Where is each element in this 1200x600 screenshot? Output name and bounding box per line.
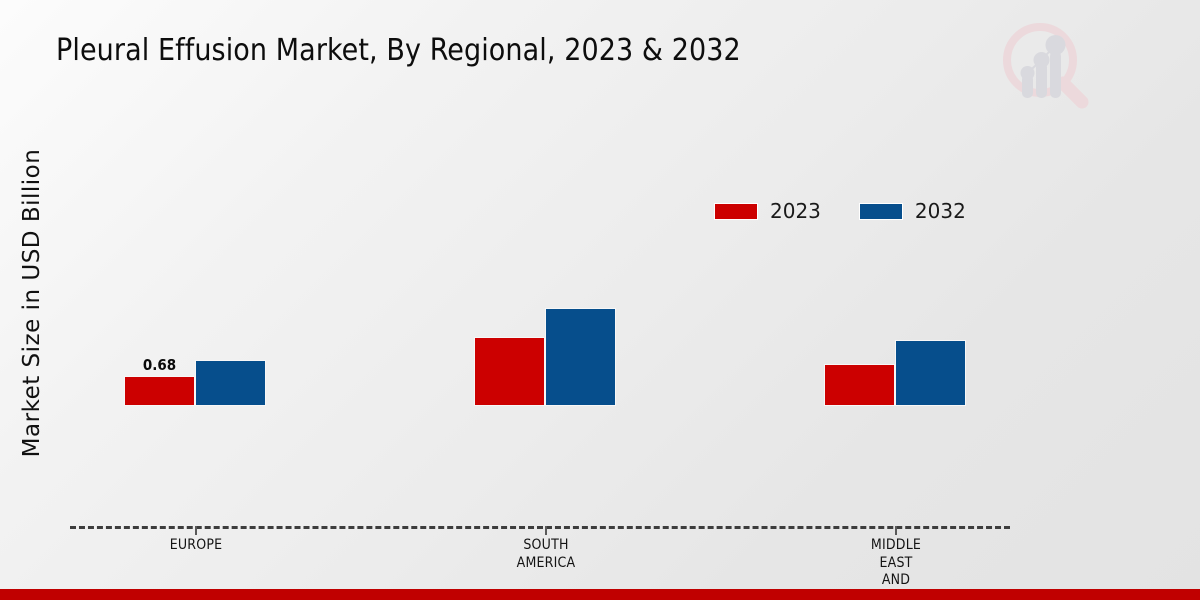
legend-swatch-2032 xyxy=(858,202,903,220)
chart-legend: 2023 2032 xyxy=(714,199,966,223)
plot-area: 0.68 EUROPE SOUTH AMERICA MIDDLE EAST AN… xyxy=(70,120,1010,600)
bar-group-europe: 0.68 xyxy=(124,120,266,406)
bar-europe-2023[interactable]: 0.68 xyxy=(124,356,195,406)
bar-group-middle-east-and-africa xyxy=(824,120,966,406)
magnifier-icon xyxy=(1003,23,1089,109)
bar-europe-2032[interactable] xyxy=(195,360,266,406)
bar-south-america-2023[interactable] xyxy=(474,337,545,406)
legend-item-2023[interactable]: 2023 xyxy=(714,199,821,223)
category-label-south-america-line2: AMERICA xyxy=(516,554,576,571)
bar-mea-2032[interactable] xyxy=(895,340,966,406)
legend-label-2023: 2023 xyxy=(770,199,821,223)
trend-line-icon xyxy=(1026,44,1057,74)
axis-tick-middle-east-and-africa xyxy=(895,526,897,535)
axis-tick-south-america xyxy=(545,526,547,535)
axis-tick-europe xyxy=(195,526,197,535)
bar-south-america-2032[interactable] xyxy=(545,308,616,406)
bar-group-south-america xyxy=(474,120,616,406)
bar-value-europe-2023: 0.68 xyxy=(142,356,177,374)
x-axis-baseline xyxy=(70,526,1010,529)
category-label-south-america-line1: SOUTH xyxy=(523,537,569,553)
category-label-europe: EUROPE xyxy=(96,537,296,555)
trend-dots-icon xyxy=(1020,35,1066,80)
category-label-mea-line2: EAST xyxy=(879,554,913,571)
company-logo-watermark xyxy=(996,18,1092,118)
category-label-middle-east-and-africa: MIDDLE EAST AND AFRICA xyxy=(796,537,996,600)
legend-swatch-2023 xyxy=(714,202,758,220)
page-title: Pleural Effusion Market, By Regional, 20… xyxy=(56,33,741,68)
bar-mea-2023[interactable] xyxy=(824,364,895,406)
category-label-mea-line3: AND xyxy=(881,572,911,588)
legend-item-2032[interactable]: 2032 xyxy=(858,199,966,223)
legend-label-2032: 2032 xyxy=(914,199,966,223)
category-label-south-america: SOUTH AMERICA xyxy=(446,537,646,572)
footer-accent-bar xyxy=(0,589,1200,600)
y-axis-title: Market Size in USD Billion xyxy=(19,148,45,458)
category-label-mea-line1: MIDDLE xyxy=(870,537,922,553)
bar-chart-icon xyxy=(1022,51,1061,98)
category-label-europe-line1: EUROPE xyxy=(169,537,223,553)
